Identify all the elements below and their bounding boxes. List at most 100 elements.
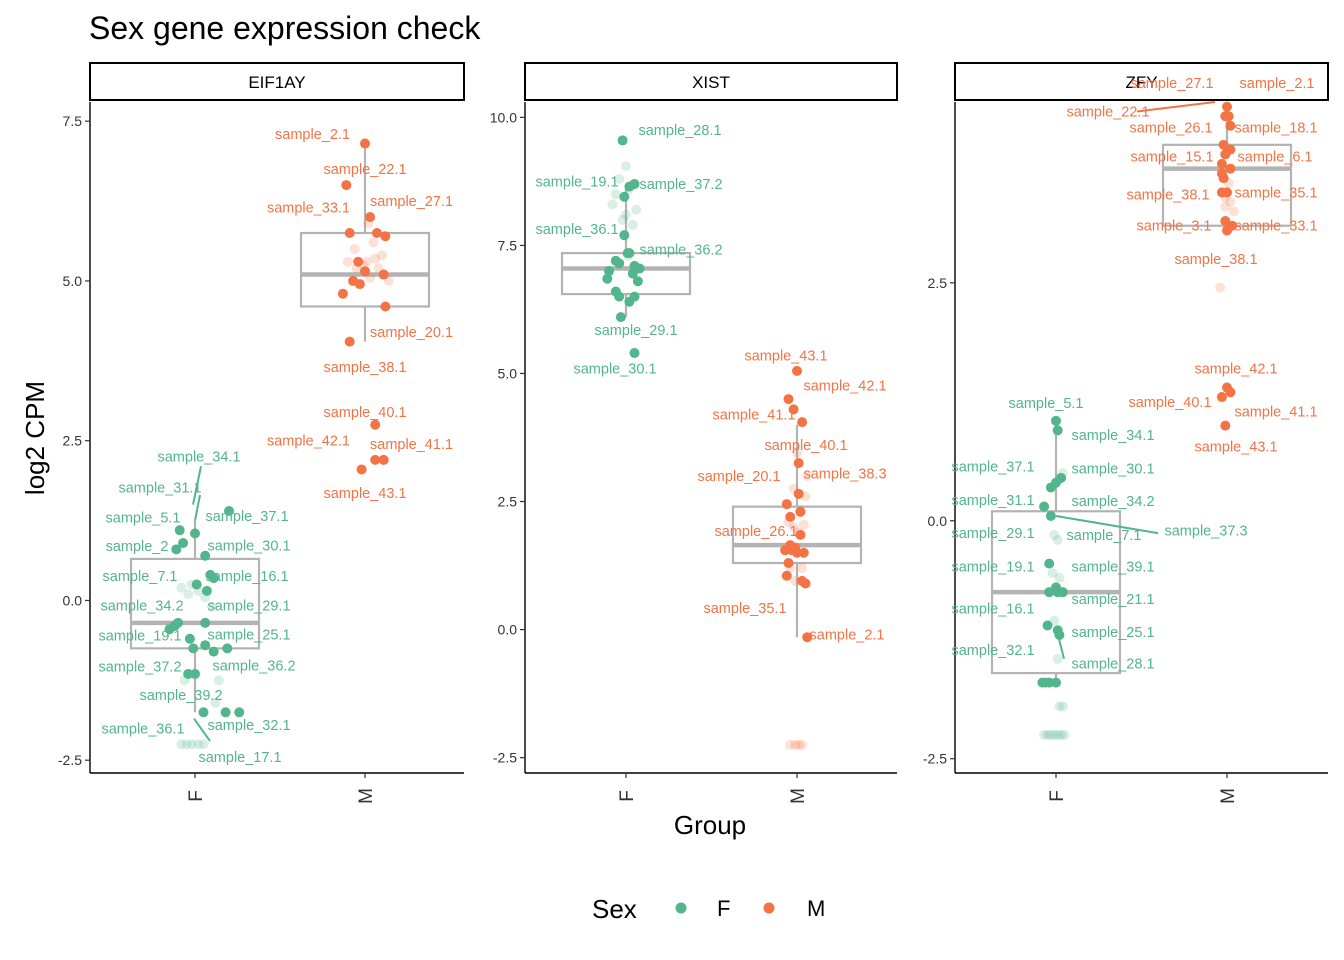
point-faint-M — [797, 563, 808, 574]
point-faint-M — [349, 243, 360, 254]
sample-label: sample_43.1 — [323, 486, 406, 502]
point-M — [356, 464, 367, 475]
legend-key-M — [763, 902, 775, 914]
sample-label: sample_2.1 — [810, 628, 885, 644]
point-M — [341, 180, 352, 191]
point-M — [1227, 220, 1238, 231]
point-F — [224, 505, 234, 516]
point-faint-F — [1049, 729, 1060, 740]
point-M — [792, 365, 802, 376]
sample-label: sample_40.1 — [1128, 395, 1211, 411]
point-faint-F — [186, 739, 197, 750]
sample-label: sample_38.1 — [323, 360, 406, 376]
point-F — [171, 544, 182, 555]
sample-label: sample_34.1 — [1071, 428, 1154, 444]
facet-strip — [524, 62, 898, 101]
sample-label: sample_37.1 — [205, 509, 288, 525]
point-faint-M — [798, 519, 809, 530]
sample-label: sample_19.1 — [98, 629, 181, 645]
y-axis-title: log2 CPM — [20, 381, 50, 495]
y-tick-label: 2.5 — [498, 494, 518, 510]
point-faint-M — [785, 739, 796, 750]
point-faint-F — [1047, 568, 1058, 579]
sample-label: sample_32.1 — [951, 643, 1034, 659]
point-M — [1220, 420, 1231, 431]
point-M — [783, 394, 794, 405]
point-faint-F — [627, 219, 638, 230]
label-leader-line — [1055, 515, 1159, 535]
y-tick-label: 7.5 — [63, 113, 83, 129]
y-tick-label: 5.0 — [63, 273, 83, 289]
sample-label: sample_38.1 — [1126, 187, 1209, 203]
point-faint-M — [1215, 282, 1226, 293]
point-F — [173, 617, 183, 628]
sample-label: sample_31.1 — [118, 480, 201, 496]
sample-label: sample_7.1 — [103, 569, 178, 585]
label-leader-line — [1136, 101, 1216, 113]
point-M — [371, 228, 382, 239]
point-M — [788, 404, 799, 415]
sample-label: sample_3.1 — [1137, 219, 1212, 235]
point-M — [353, 256, 364, 267]
label-leader-line — [194, 494, 201, 521]
sample-label: sample_18.1 — [1234, 121, 1317, 137]
facet-xist: XIST -2.5 0.0 2.5 5.0 7.5 10.0 F Msample_28.1sam… — [490, 62, 898, 804]
point-F — [629, 347, 640, 358]
point-F — [614, 291, 625, 302]
sample-label: sample_22.1 — [323, 162, 406, 178]
sample-label: sample_2.1 — [275, 127, 350, 143]
point-F — [615, 312, 626, 323]
point-M — [365, 212, 376, 223]
point-M — [1216, 392, 1227, 403]
chart-title: Sex gene expression check — [89, 10, 481, 46]
x-tick-label: F — [1047, 790, 1068, 802]
sample-label: sample_26.1 — [1129, 121, 1212, 137]
point-M — [793, 488, 804, 499]
sample-label: sample_25.1 — [207, 627, 290, 643]
point-F — [1051, 677, 1061, 688]
sample-label: sample_26.1 — [714, 524, 797, 540]
point-F — [208, 573, 219, 584]
point-M — [370, 419, 381, 430]
label-leader-line — [192, 466, 202, 505]
label-leader-line — [1057, 634, 1065, 660]
legend-label-F: F — [717, 896, 730, 921]
sample-label: sample_15.1 — [1130, 149, 1213, 165]
point-faint-F — [614, 173, 625, 184]
sample-label: sample_16.1 — [951, 601, 1034, 617]
point-F — [604, 266, 614, 277]
point-faint-F — [210, 697, 221, 708]
x-axis-title: Group — [674, 810, 746, 840]
point-F — [624, 296, 635, 307]
legend-label-M: M — [807, 896, 825, 921]
point-M — [1220, 149, 1231, 160]
sample-label: sample_36.1 — [101, 721, 184, 737]
x-tick-label: M — [788, 788, 809, 804]
point-faint-M — [793, 739, 804, 750]
facet-panels: EIF1AY-2.50.02.55.07.5F Msample_2.1sample… — [58, 62, 1329, 804]
sample-label: sample_5.1 — [106, 510, 181, 526]
point-faint-F — [610, 189, 621, 200]
point-faint-M — [792, 447, 802, 458]
point-M — [783, 557, 794, 568]
point-F — [632, 276, 643, 287]
point-M — [1225, 387, 1236, 398]
point-F — [1057, 587, 1068, 598]
point-faint-F — [181, 739, 192, 750]
point-faint-F — [1056, 729, 1067, 740]
point-F — [1051, 415, 1061, 426]
point-F — [1044, 558, 1055, 569]
point-F — [627, 268, 638, 279]
y-tick-label: -2.5 — [493, 750, 517, 766]
sample-label: sample_28.1 — [1071, 657, 1154, 673]
sample-label: sample_30.1 — [573, 361, 656, 377]
point-faint-M — [343, 256, 353, 267]
sample-label: sample_41.1 — [370, 437, 453, 453]
point-M — [1216, 158, 1227, 169]
point-F — [614, 258, 625, 269]
sample-label: sample_21.1 — [1071, 592, 1154, 608]
point-M — [781, 499, 792, 510]
legend-key-F — [675, 902, 687, 914]
